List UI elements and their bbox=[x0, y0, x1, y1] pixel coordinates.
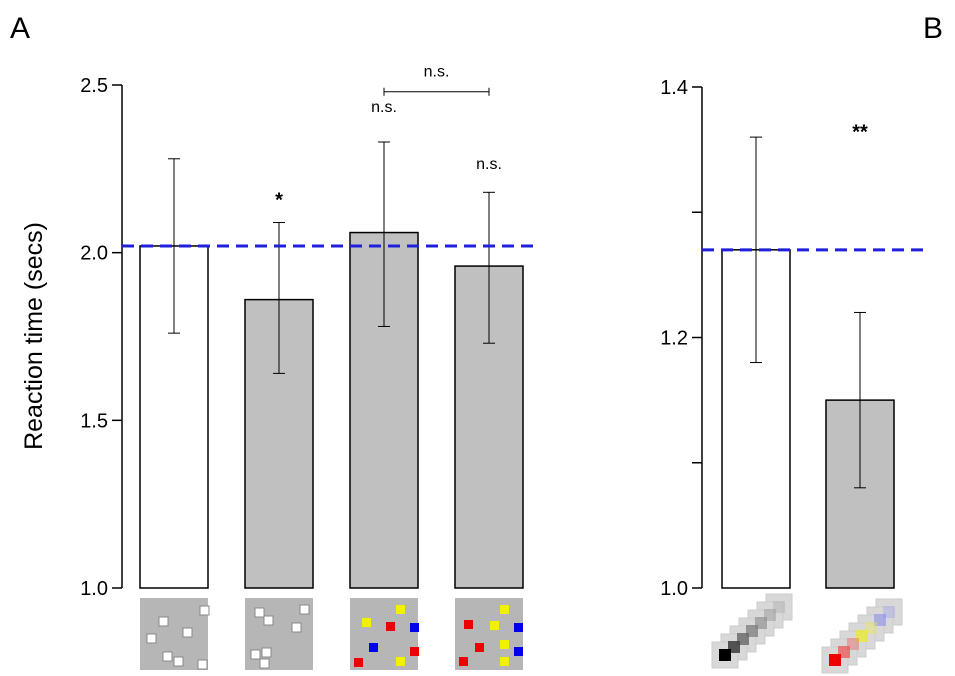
y-tick-label: 1.5 bbox=[80, 410, 108, 432]
yellow-square bbox=[500, 657, 509, 666]
blue-square bbox=[369, 643, 378, 652]
yellow-square bbox=[500, 605, 509, 614]
blue-square bbox=[514, 623, 523, 632]
significance-annotation: ** bbox=[852, 122, 868, 144]
stimulus-white-squares-1 bbox=[140, 598, 210, 670]
white-square bbox=[162, 651, 173, 662]
significance-annotation: n.s. bbox=[371, 99, 397, 116]
yellow-square bbox=[396, 605, 405, 614]
y-tick-label: 1.0 bbox=[80, 578, 108, 600]
significance-annotation: * bbox=[275, 189, 283, 211]
white-square bbox=[197, 659, 208, 670]
white-square bbox=[250, 649, 261, 660]
stimulus-white-squares-2 bbox=[245, 598, 313, 670]
red-square bbox=[475, 643, 484, 652]
white-square bbox=[158, 616, 169, 627]
red-square bbox=[386, 622, 395, 631]
white-square bbox=[261, 647, 272, 658]
trail-square bbox=[874, 614, 886, 626]
white-square bbox=[259, 658, 270, 669]
white-square bbox=[254, 607, 265, 618]
trail-square bbox=[719, 649, 731, 661]
bracket-label: n.s. bbox=[424, 64, 450, 81]
stimulus-colored-squares-1 bbox=[350, 598, 419, 670]
blue-square bbox=[410, 623, 419, 632]
y-tick-label: 1.4 bbox=[660, 77, 688, 99]
white-square bbox=[182, 627, 193, 638]
yellow-square bbox=[396, 657, 405, 666]
yellow-square bbox=[490, 621, 499, 630]
panel-a-label: A bbox=[10, 12, 30, 45]
stimulus-gray-trail bbox=[711, 593, 793, 669]
red-square bbox=[410, 647, 419, 656]
y-tick-label: 1.2 bbox=[660, 328, 688, 350]
stimulus-thumbnails bbox=[140, 593, 903, 674]
panel-a-chart: 1.0 1.5 2.0 2.5 * n.s. n.s. n.s. bbox=[80, 64, 538, 600]
y-tick-label: 2.0 bbox=[80, 243, 108, 265]
yellow-square bbox=[500, 640, 509, 649]
trail-square bbox=[829, 654, 841, 666]
white-square bbox=[263, 615, 274, 626]
white-square bbox=[299, 604, 310, 615]
stimulus-colored-squares-2 bbox=[455, 598, 523, 670]
panel-b-label: B bbox=[923, 12, 943, 45]
white-square bbox=[199, 605, 210, 616]
y-tick-label: 1.0 bbox=[660, 578, 688, 600]
white-square bbox=[146, 633, 157, 644]
y-tick-label: 2.5 bbox=[80, 75, 108, 97]
white-square bbox=[173, 656, 184, 667]
red-square bbox=[459, 657, 468, 666]
stimulus-colored-trail bbox=[821, 598, 903, 674]
panel-b-chart: 1.0 1.2 1.4 ** bbox=[660, 77, 930, 600]
significance-annotation: n.s. bbox=[476, 156, 502, 173]
y-axis-label: Reaction time (secs) bbox=[20, 222, 48, 450]
red-square bbox=[354, 658, 363, 667]
white-square bbox=[291, 622, 302, 633]
bar-2 bbox=[244, 298, 314, 589]
yellow-square bbox=[362, 618, 371, 627]
red-square bbox=[464, 620, 473, 629]
blue-square bbox=[514, 647, 523, 656]
